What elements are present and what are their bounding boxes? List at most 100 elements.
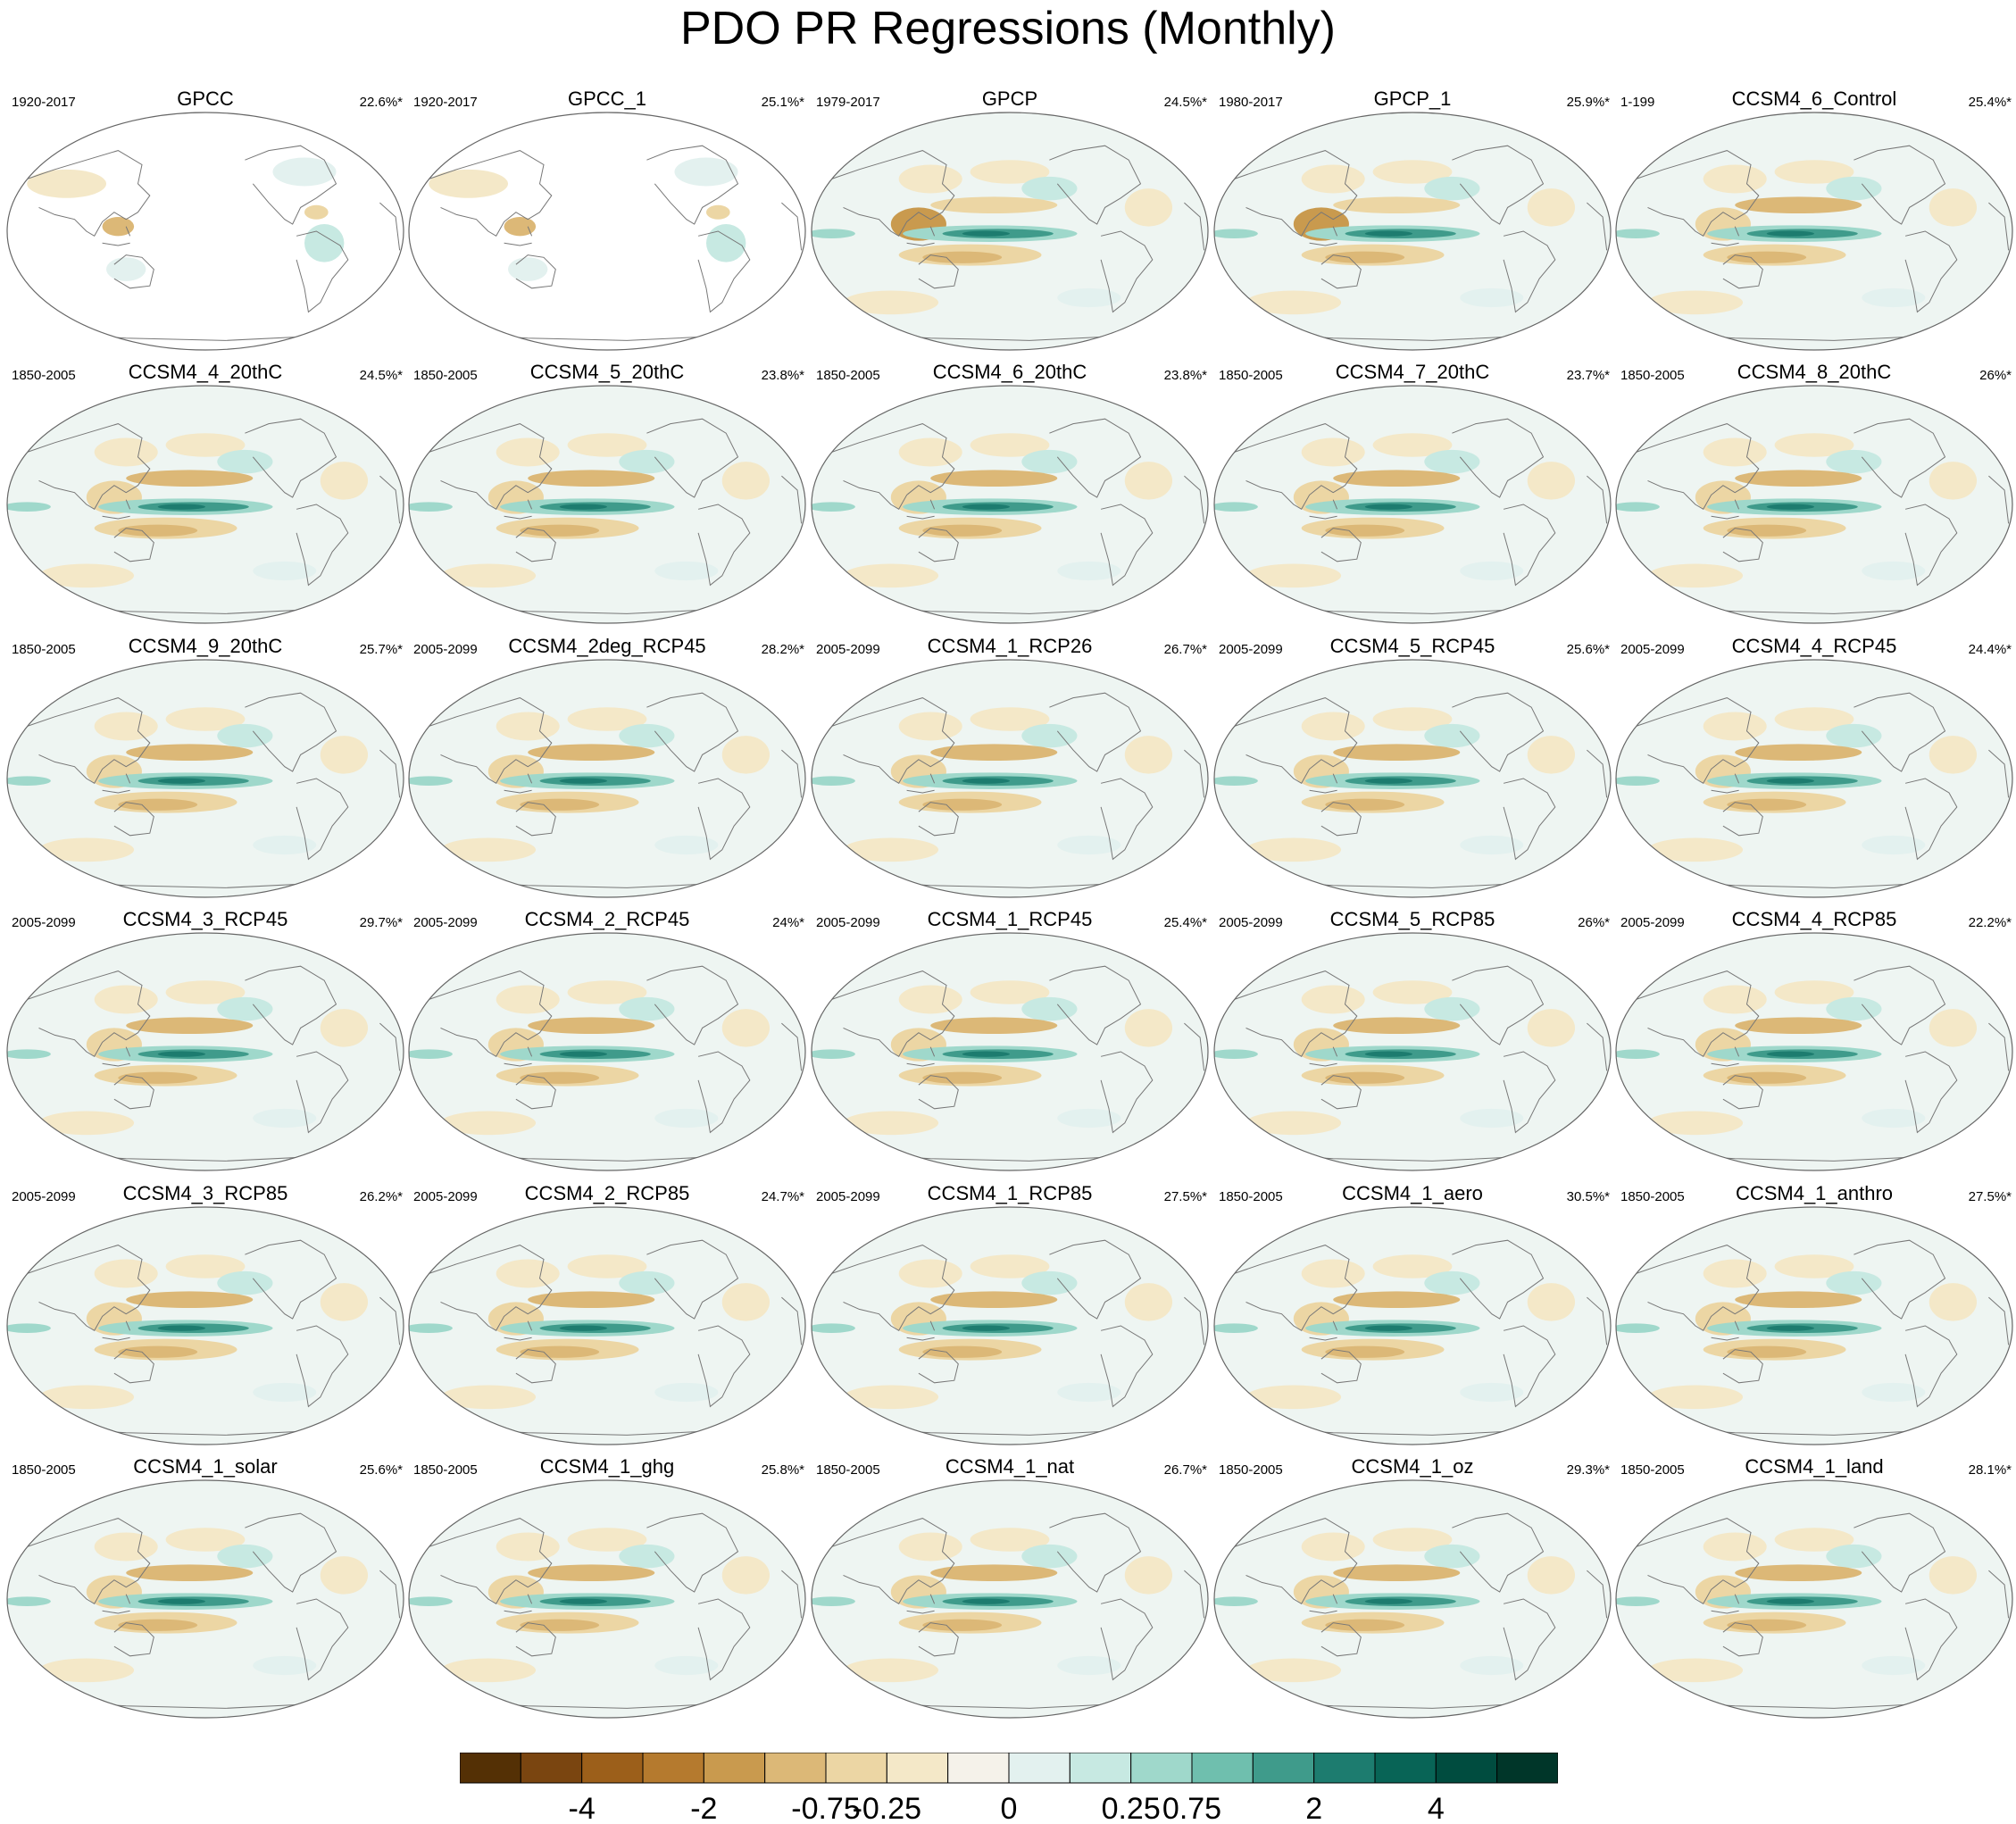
panel-title: CCSM4_3_RCP85 — [122, 1182, 288, 1204]
panel-percent: 29.3%* — [1566, 1462, 1610, 1478]
map-panel: CCSM4_6_20thC 1850-2005 23.8%* — [809, 361, 1211, 629]
panel-years: 2005-2099 — [1219, 642, 1283, 657]
panel-percent: 22.2%* — [1968, 915, 2012, 930]
panel-percent: 26.7%* — [1163, 1462, 1207, 1478]
map-field — [1214, 112, 1611, 350]
panel-title: CCSM4_2deg_RCP45 — [508, 635, 706, 657]
panel-percent: 25.4%* — [1968, 95, 2012, 110]
map-field — [409, 933, 805, 1170]
panel-percent: 23.7%* — [1566, 368, 1610, 383]
panel-years: 2005-2099 — [413, 642, 478, 657]
panel-years: 2005-2099 — [413, 1189, 478, 1204]
panel-years: 1979-2017 — [816, 95, 880, 110]
map-panel: CCSM4_1_RCP45 2005-2099 25.4%* — [809, 908, 1211, 1176]
panel-years: 1980-2017 — [1219, 95, 1283, 110]
map-border — [811, 1479, 1209, 1719]
panel-title: GPCC_1 — [567, 87, 647, 110]
panel-title: CCSM4_9_20thC — [128, 635, 283, 657]
panel-percent: 23.8%* — [1163, 368, 1207, 383]
map-plot — [811, 1206, 1209, 1445]
panel-title: CCSM4_5_RCP45 — [1329, 635, 1495, 657]
panel-percent: 24.4%* — [1968, 642, 2012, 657]
panel-title: CCSM4_4_RCP85 — [1731, 908, 1897, 930]
map-plot — [1213, 385, 1612, 624]
map-field — [1214, 386, 1611, 623]
panel-title: GPCP_1 — [1373, 87, 1452, 110]
panel-grid: GPCC 1920-2017 22.6%* GPCC_1 1920-2017 25.1%*… — [4, 87, 2015, 1723]
panel-years: 2005-2099 — [12, 1189, 76, 1204]
panel-years: 1850-2005 — [1620, 368, 1685, 383]
map-field — [1616, 660, 2012, 897]
map-plot — [408, 1479, 806, 1719]
map-border — [408, 659, 806, 898]
colorbar-tick-label: 0.75 — [1162, 1792, 1221, 1824]
panel-percent: 26.7%* — [1163, 642, 1207, 657]
map-field — [1214, 933, 1611, 1170]
colorbar-tick-label: -0.25 — [853, 1792, 921, 1824]
colorbar-tick-label: -0.75 — [791, 1792, 861, 1824]
map-border — [1213, 112, 1612, 351]
map-border — [1213, 1206, 1612, 1445]
map-border — [1213, 385, 1612, 624]
panel-years: 1850-2005 — [12, 1462, 76, 1478]
map-border — [1213, 659, 1612, 898]
panel-percent: 26.2%* — [359, 1189, 403, 1204]
colorbar-swatch — [520, 1753, 583, 1784]
map-panel: GPCC_1 1920-2017 25.1%* — [406, 87, 808, 355]
map-field — [1616, 933, 2012, 1170]
map-field — [1214, 1207, 1611, 1445]
panel-years: 1850-2005 — [1219, 1189, 1283, 1204]
panel-years: 1850-2005 — [413, 1462, 478, 1478]
map-border — [1615, 385, 2013, 624]
panel-title: CCSM4_6_Control — [1731, 87, 1897, 110]
map-field — [7, 1480, 404, 1718]
colorbar-tick-label: 0.25 — [1102, 1792, 1161, 1824]
panel-percent: 24.5%* — [359, 368, 403, 383]
map-panel: CCSM4_1_nat 1850-2005 26.7%* — [809, 1455, 1211, 1723]
map-field — [409, 1480, 805, 1718]
panel-years: 1850-2005 — [816, 368, 880, 383]
panel-percent: 25.6%* — [1566, 642, 1610, 657]
map-panel: GPCC 1920-2017 22.6%* — [4, 87, 406, 355]
colorbar-tick-label: 4 — [1428, 1792, 1445, 1824]
map-plot — [1615, 659, 2013, 898]
colorbar-tick-label: -2 — [690, 1792, 717, 1824]
map-panel: CCSM4_8_20thC 1850-2005 26%* — [1613, 361, 2015, 629]
map-border — [811, 932, 1209, 1171]
panel-years: 2005-2099 — [413, 915, 478, 930]
map-field — [7, 386, 404, 623]
panel-title: CCSM4_8_20thC — [1737, 361, 1892, 383]
panel-years: 1850-2005 — [1219, 1462, 1283, 1478]
map-panel: CCSM4_4_RCP45 2005-2099 24.4%* — [1613, 635, 2015, 903]
map-plot — [6, 659, 404, 898]
panel-years: 1850-2005 — [12, 642, 76, 657]
map-field — [7, 660, 404, 897]
map-panel: CCSM4_1_RCP26 2005-2099 26.7%* — [809, 635, 1211, 903]
map-plot — [1615, 385, 2013, 624]
map-panel: CCSM4_1_oz 1850-2005 29.3%* — [1212, 1455, 1613, 1723]
map-plot — [1615, 932, 2013, 1171]
map-plot — [1615, 1479, 2013, 1719]
map-plot — [408, 385, 806, 624]
map-panel: CCSM4_1_aero 1850-2005 30.5%* — [1212, 1182, 1613, 1450]
map-border — [811, 385, 1209, 624]
map-panel: CCSM4_3_RCP45 2005-2099 29.7%* — [4, 908, 406, 1176]
map-field — [7, 112, 404, 350]
panel-percent: 25.4%* — [1163, 915, 1207, 930]
map-border — [1615, 112, 2013, 351]
map-panel: GPCP 1979-2017 24.5%* — [809, 87, 1211, 355]
panel-percent: 25.1%* — [761, 95, 804, 110]
panel-percent: 26%* — [1578, 915, 1610, 930]
map-plot — [6, 385, 404, 624]
colorbar-tick-label: -4 — [569, 1792, 596, 1824]
panel-years: 2005-2099 — [816, 642, 880, 657]
panel-title: CCSM4_1_RCP85 — [927, 1182, 1093, 1204]
map-panel: CCSM4_2_RCP45 2005-2099 24%* — [406, 908, 808, 1176]
panel-percent: 26%* — [1979, 368, 2012, 383]
map-panel: CCSM4_3_RCP85 2005-2099 26.2%* — [4, 1182, 406, 1450]
map-field — [1214, 1480, 1611, 1718]
map-field — [812, 112, 1208, 350]
panel-title: CCSM4_2_RCP85 — [524, 1182, 690, 1204]
map-plot — [811, 932, 1209, 1171]
panel-title: CCSM4_7_20thC — [1335, 361, 1490, 383]
